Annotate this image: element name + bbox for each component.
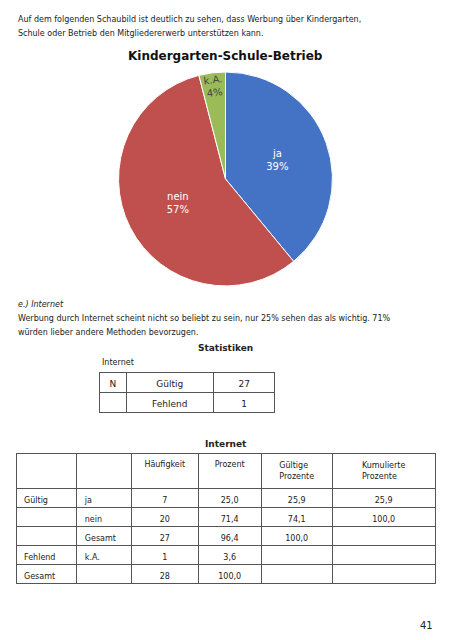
svg-text:Kindergarten-Schule-Betrieb: Kindergarten-Schule-Betrieb: [128, 49, 323, 63]
svg-text:74,1: 74,1: [288, 515, 306, 524]
svg-text:96,4: 96,4: [221, 534, 239, 543]
svg-text:k.A.: k.A.: [85, 553, 100, 562]
svg-text:Prozent: Prozent: [215, 460, 245, 469]
svg-text:27: 27: [160, 534, 170, 543]
svg-text:25,9: 25,9: [288, 496, 306, 505]
svg-text:Gültig: Gültig: [156, 379, 183, 389]
svg-text:Werbung durch Internet scheint: Werbung durch Internet scheint nicht so …: [18, 314, 391, 323]
svg-text:würden lieber andere Methoden: würden lieber andere Methoden bevorzugen…: [18, 328, 198, 337]
svg-text:ja39%: ja39%: [266, 148, 288, 172]
svg-text:27: 27: [238, 379, 249, 389]
svg-text:Gültig: Gültig: [24, 496, 48, 505]
svg-text:1: 1: [162, 553, 167, 562]
svg-text:Gesamt: Gesamt: [85, 534, 116, 543]
svg-text:71,4: 71,4: [221, 515, 239, 524]
svg-text:100,0: 100,0: [372, 515, 395, 524]
svg-text:1: 1: [241, 399, 247, 409]
svg-text:Fehlend: Fehlend: [152, 399, 187, 409]
svg-text:25,9: 25,9: [375, 496, 393, 505]
svg-text:GültigeProzente: GültigeProzente: [279, 461, 314, 480]
svg-text:Häufigkeit: Häufigkeit: [144, 460, 185, 469]
svg-text:KumulierteProzente: KumulierteProzente: [362, 461, 406, 480]
svg-text:Internet: Internet: [205, 439, 247, 449]
svg-text:41: 41: [420, 620, 433, 631]
svg-text:100,0: 100,0: [285, 534, 308, 543]
svg-text:7: 7: [162, 496, 167, 505]
svg-text:Fehlend: Fehlend: [24, 553, 55, 562]
svg-text:N: N: [110, 379, 117, 389]
svg-text:Statistiken: Statistiken: [198, 343, 253, 353]
svg-text:e.) Internet: e.) Internet: [18, 300, 64, 309]
svg-text:Schule oder Betrieb den Mitgli: Schule oder Betrieb den Mitgliedererwerb…: [18, 29, 263, 38]
svg-text:Gesamt: Gesamt: [24, 572, 55, 581]
svg-text:nein: nein: [85, 515, 102, 524]
svg-text:28: 28: [160, 572, 170, 581]
svg-text:k.A.4%: k.A.4%: [203, 73, 225, 99]
svg-text:100,0: 100,0: [218, 572, 241, 581]
svg-text:nein57%: nein57%: [167, 191, 189, 215]
svg-text:Internet: Internet: [102, 358, 134, 367]
svg-text:3,6: 3,6: [223, 553, 236, 562]
svg-text:20: 20: [160, 515, 170, 524]
svg-text:25,0: 25,0: [221, 496, 239, 505]
svg-text:Auf dem folgenden Schaubild is: Auf dem folgenden Schaubild ist deutlich…: [18, 15, 361, 24]
svg-text:ja: ja: [84, 496, 92, 505]
